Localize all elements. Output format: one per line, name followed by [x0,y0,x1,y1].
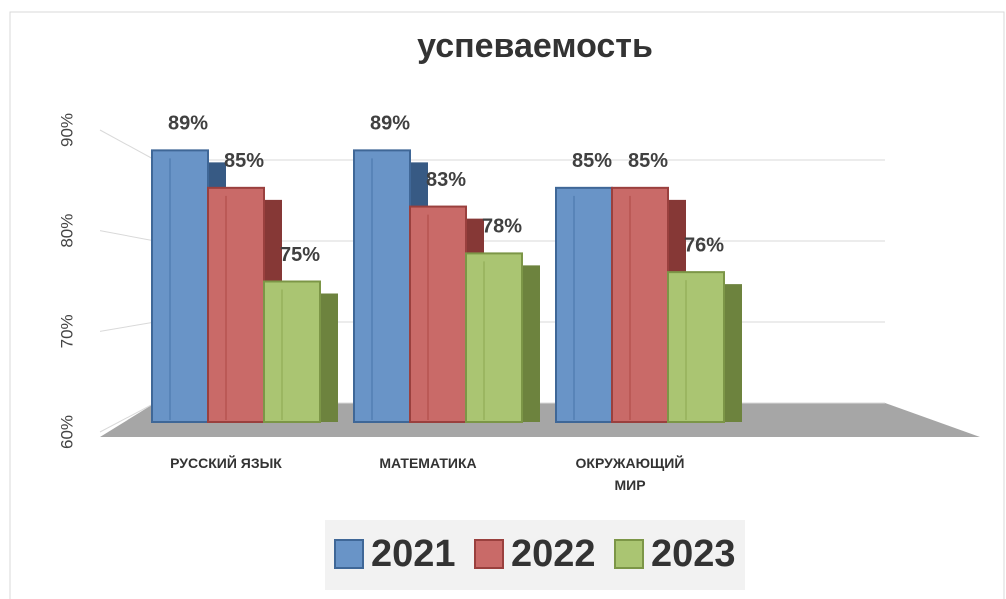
legend-label: 2021 [371,533,456,575]
y-tick-label: 90% [57,113,76,147]
bar [207,186,265,423]
legend-swatch [334,539,364,569]
value-label: 75% [280,244,320,266]
bar [151,149,209,423]
value-label: 89% [370,113,410,135]
bar [409,205,467,423]
y-tick-label: 80% [57,214,76,248]
value-label: 78% [482,216,522,238]
x-tick-label: МАТЕМАТИКА [379,455,477,471]
bar [667,271,725,423]
bar-side [724,284,742,422]
y-tick-label: 60% [57,415,76,449]
bar [263,280,321,423]
value-label: 83% [426,169,466,191]
x-tick-label: ОКРУЖАЮЩИЙ МИР [575,455,685,493]
legend-swatch [474,539,504,569]
grid-slant [99,402,156,433]
value-label: 76% [684,234,724,256]
bar [555,186,613,423]
y-tick-label: 70% [57,314,76,348]
x-tick-label: РУССКИЙ ЯЗЫК [170,455,282,471]
value-label: 85% [224,150,264,172]
legend-box [325,520,745,590]
bar-side [320,293,338,422]
value-label: 89% [168,113,208,135]
bar [611,186,669,423]
value-label: 85% [628,150,668,172]
legend-swatch [614,539,644,569]
legend-label: 2022 [511,533,596,575]
grid-slant [99,321,156,332]
chart-title: успеваемость [417,27,653,65]
grid-slant [99,230,156,242]
value-label: 85% [572,150,612,172]
bar [465,252,523,423]
bar [353,149,411,423]
grid-slant [99,129,156,161]
legend-label: 2023 [651,533,736,575]
bar-side [522,265,540,422]
